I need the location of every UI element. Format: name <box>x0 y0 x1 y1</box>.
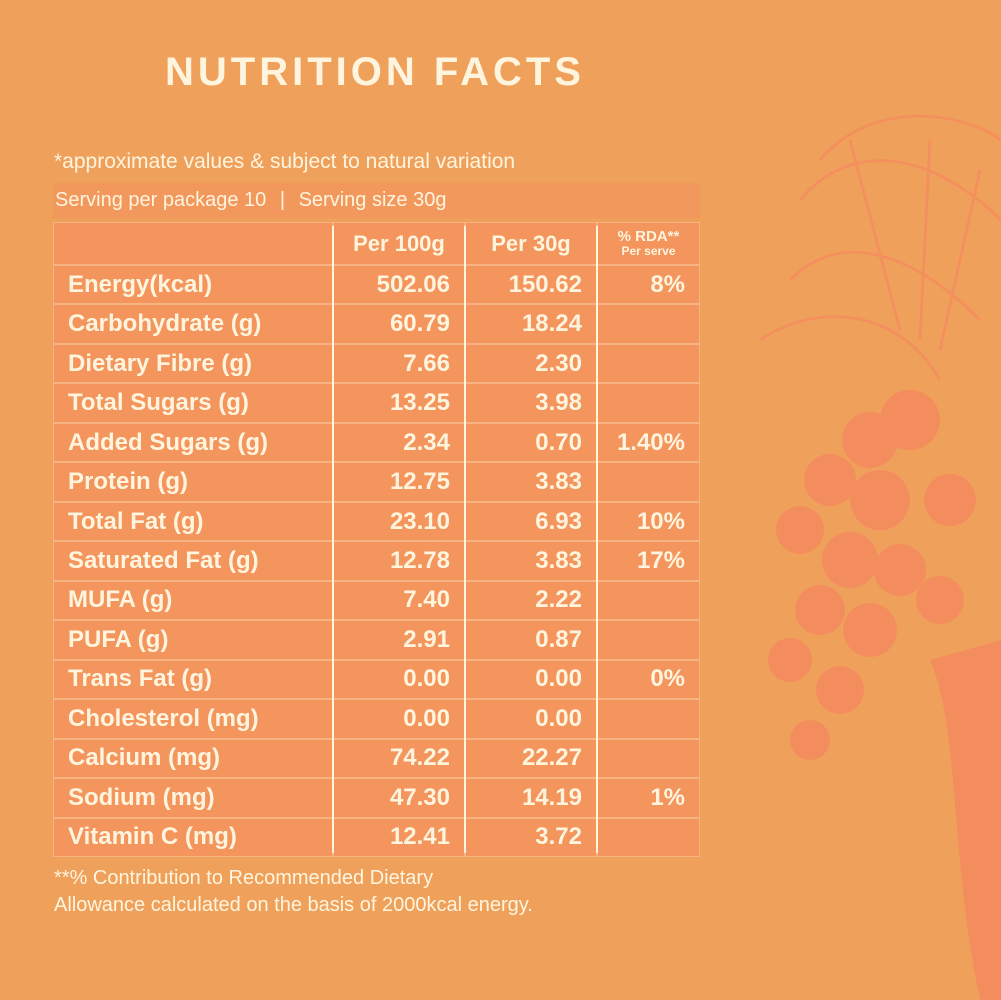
nutrient-label: Saturated Fat (g) <box>53 541 333 581</box>
nutrient-value: 0.00 <box>333 699 465 739</box>
nutrient-value <box>597 462 700 502</box>
serving-info: Serving per package 10 | Serving size 30… <box>53 183 700 218</box>
nutrient-value: 7.40 <box>333 580 465 621</box>
nutrient-value <box>597 620 700 660</box>
nutrient-value: 10% <box>597 501 700 542</box>
nutrient-value: 2.91 <box>333 620 465 660</box>
nutrient-value: 2.30 <box>465 343 597 384</box>
note: *approximate values & subject to natural… <box>54 150 516 173</box>
separator: | <box>279 189 286 211</box>
nutrient-value: 8% <box>597 265 700 305</box>
nutrient-label: Total Fat (g) <box>53 501 333 542</box>
serving-size: Serving size 30g <box>298 189 447 211</box>
nutrient-label: Dietary Fibre (g) <box>53 343 333 384</box>
nutrient-value: 60.79 <box>333 304 465 344</box>
nutrient-value: 74.22 <box>333 738 465 779</box>
rda-label: % RDA** <box>617 227 680 245</box>
nutrient-value <box>597 343 700 384</box>
nutrient-value: 47.30 <box>333 778 465 818</box>
nutrient-value <box>597 699 700 739</box>
column-divider <box>464 226 466 853</box>
nutrient-value: 502.06 <box>333 265 465 305</box>
header-cell: % RDA** Per serve <box>597 222 700 265</box>
nutrient-value: 0.87 <box>465 620 597 660</box>
nutrient-value: 3.98 <box>465 383 597 423</box>
nutrient-value: 22.27 <box>465 738 597 779</box>
nutrient-label: Added Sugars (g) <box>53 422 333 463</box>
serving-per-package: Serving per package 10 <box>55 189 267 211</box>
nutrient-value <box>597 580 700 621</box>
grape-illustration <box>759 114 1001 1000</box>
header-cell: Per 30g <box>465 222 597 265</box>
nutrition-table: Per 100g Per 30g% RDA** Per serve Energy(kc… <box>53 222 700 857</box>
nutrient-value: 1% <box>597 778 700 818</box>
nutrient-value: 150.62 <box>465 265 597 305</box>
nutrient-label: Cholesterol (mg) <box>53 699 333 739</box>
nutrient-value: 0.00 <box>333 659 465 700</box>
nutrient-value: 0.00 <box>465 659 597 700</box>
nutrient-value: 7.66 <box>333 343 465 384</box>
nutrient-label: Sodium (mg) <box>53 778 333 818</box>
nutrient-value: 1.40% <box>597 422 700 463</box>
nutrient-value: 18.24 <box>465 304 597 344</box>
footer: **% Contribution to Recommended Dietary … <box>54 865 533 919</box>
footer-line: Allowance calculated on the basis of 200… <box>54 894 533 916</box>
title: NUTRITION FACTS <box>165 50 585 94</box>
nutrient-label: MUFA (g) <box>53 580 333 621</box>
nutrient-value: 0% <box>597 659 700 700</box>
header-cell: Per 100g <box>333 222 465 265</box>
nutrient-value: 3.72 <box>465 817 597 857</box>
nutrient-value: 13.25 <box>333 383 465 423</box>
nutrient-value <box>597 738 700 779</box>
nutrient-value: 12.78 <box>333 541 465 581</box>
column-divider <box>332 226 334 853</box>
nutrient-value <box>597 383 700 423</box>
nutrient-label: Carbohydrate (g) <box>53 304 333 344</box>
nutrient-value: 3.83 <box>465 541 597 581</box>
nutrient-value: 12.75 <box>333 462 465 502</box>
nutrient-value <box>597 817 700 857</box>
nutrient-value <box>597 304 700 344</box>
nutrient-value: 0.00 <box>465 699 597 739</box>
nutrient-value: 3.83 <box>465 462 597 502</box>
nutrient-value: 23.10 <box>333 501 465 542</box>
footer-line: **% Contribution to Recommended Dietary <box>54 867 434 889</box>
nutrient-value: 2.34 <box>333 422 465 463</box>
nutrient-label: Energy(kcal) <box>53 265 333 305</box>
nutrient-value: 17% <box>597 541 700 581</box>
nutrient-value: 6.93 <box>465 501 597 542</box>
nutrient-label: Trans Fat (g) <box>53 659 333 700</box>
header-cell <box>53 222 333 265</box>
nutrient-label: Calcium (mg) <box>53 738 333 779</box>
nutrient-value: 12.41 <box>333 817 465 857</box>
nutrient-label: Protein (g) <box>53 462 333 502</box>
nutrient-label: Vitamin C (mg) <box>53 817 333 857</box>
rda-sublabel: Per serve <box>621 243 676 258</box>
nutrient-label: Total Sugars (g) <box>53 383 333 423</box>
column-divider <box>596 226 598 853</box>
nutrient-value: 0.70 <box>465 422 597 463</box>
nutrient-label: PUFA (g) <box>53 620 333 660</box>
nutrient-value: 2.22 <box>465 580 597 621</box>
nutrient-value: 14.19 <box>465 778 597 818</box>
